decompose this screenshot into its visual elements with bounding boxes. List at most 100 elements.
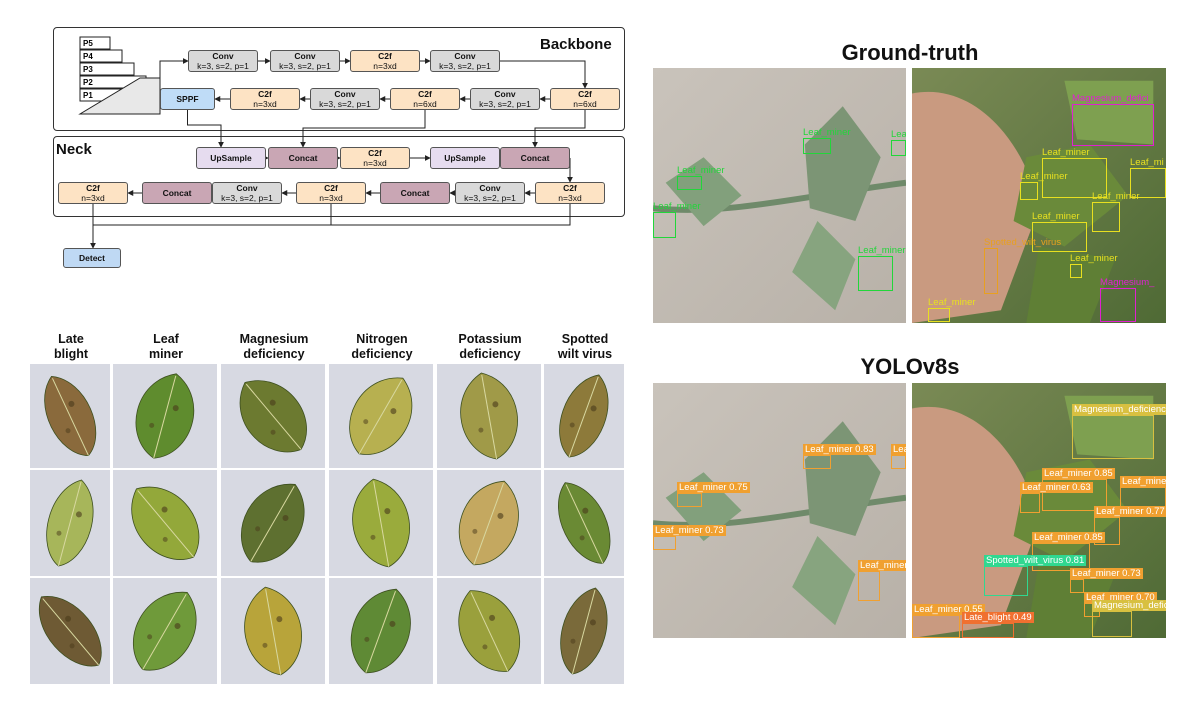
backbone-conv-block: Conv k=3, s=2, p=1 (430, 50, 500, 72)
block-name: Concat (288, 153, 318, 163)
leaf-photo (329, 578, 433, 684)
backbone-conv-block: Conv k=3, s=2, p=1 (188, 50, 258, 72)
box-label: Magnesium_deficiency (1072, 404, 1166, 415)
backbone-c2f-block: C2f n=6xd (390, 88, 460, 110)
box-label: Leaf_miner (858, 560, 906, 571)
bounding-box (677, 176, 702, 190)
pyramid-level-p3 (79, 62, 135, 76)
neck-upsample-block: UpSample (196, 147, 266, 169)
backbone-c2f-block: C2f n=3xd (230, 88, 300, 110)
bounding-box (891, 455, 906, 469)
bounding-box (1020, 182, 1038, 200)
block-name: Conv (454, 51, 476, 61)
backbone-conv-block: Conv k=3, s=2, p=1 (270, 50, 340, 72)
column-header: Late blight (53, 332, 88, 361)
box-label: Magnesium_defici (1092, 600, 1166, 611)
yolo-right-photo: Magnesium_deficiency Leaf_miner 0.85 Leaf_… (912, 383, 1166, 638)
leaf-image (221, 578, 325, 684)
bounding-box (1072, 104, 1154, 146)
block-param: k=3, s=2, p=1 (319, 99, 371, 109)
leaf-photo (221, 578, 325, 684)
block-name: Conv (334, 89, 356, 99)
box-label: Leaf_miner (1042, 147, 1090, 158)
box-label: Lea (891, 129, 906, 140)
column-header: Magnesium deficiency (239, 332, 309, 361)
yolo-left-photo: Leaf_miner 0.75 Leaf_miner 0.73 Leaf_miner… (653, 383, 906, 638)
block-name: C2f (378, 51, 392, 61)
bounding-box (653, 212, 676, 238)
column-header: Potassium deficiency (458, 332, 522, 361)
block-name: C2f (86, 183, 100, 193)
block-name: C2f (258, 89, 272, 99)
box-label: Leaf_miner (653, 201, 701, 212)
bounding-box (1042, 479, 1107, 511)
backbone-conv-block: Conv k=3, s=2, p=1 (470, 88, 540, 110)
leaf-photo (437, 364, 541, 468)
column-header: Nitrogen deficiency (351, 332, 413, 361)
bounding-box (677, 493, 702, 507)
block-name: C2f (418, 89, 432, 99)
block-name: Conv (479, 183, 501, 193)
leaf-image (221, 470, 325, 576)
box-label: Leaf_miner (1092, 191, 1140, 202)
leaf-image (30, 578, 110, 684)
bounding-box (1130, 168, 1166, 198)
block-name: C2f (563, 183, 577, 193)
block-param: n=3xd (81, 193, 105, 203)
box-label: Spotted_wilt_virus (984, 237, 1062, 248)
leaf-photo (329, 364, 433, 468)
backbone-c2f-block: C2f n=3xd (350, 50, 420, 72)
leaf-image (329, 578, 433, 684)
leaf-image (113, 578, 217, 684)
box-label: Leaf_miner (803, 127, 851, 138)
box-label: Leaf_miner (858, 245, 906, 256)
bounding-box (928, 308, 950, 322)
block-name: Detect (79, 253, 105, 263)
block-name: Conv (294, 51, 316, 61)
box-label: Leaf_miner 0.73 (653, 525, 726, 536)
neck-upsample-block: UpSample (430, 147, 500, 169)
bounding-box (1020, 493, 1040, 513)
box-label: Spotted_wilt_virus 0.81 (984, 555, 1087, 566)
box-label: Leaf_miner (1070, 253, 1118, 264)
bounding-box (891, 140, 906, 156)
leaf-photo (544, 470, 624, 576)
bounding-box (1072, 415, 1154, 459)
bounding-box (1042, 158, 1107, 198)
block-name: C2f (368, 148, 382, 158)
bounding-box (984, 248, 998, 294)
bounding-box (1070, 579, 1084, 593)
block-param: k=3, s=2, p=1 (464, 193, 516, 203)
bounding-box (858, 256, 893, 291)
leaf-photo (544, 578, 624, 684)
ground-truth-title: Ground-truth (841, 40, 979, 65)
block-name: Conv (494, 89, 516, 99)
connector-arrow (159, 58, 189, 78)
leaf-photo (30, 578, 110, 684)
neck-c2f-block: C2f n=3xd (296, 182, 366, 204)
column-header: Leaf miner (148, 332, 184, 361)
pyramid-label: P5 (83, 39, 93, 48)
bounding-box (1092, 611, 1132, 637)
yolo-title: YOLOv8s (860, 354, 960, 379)
connector-arrow (331, 204, 571, 226)
pyramid-level-p5 (79, 36, 111, 50)
box-label: Leaf_miner 0.77 (1094, 506, 1166, 517)
block-param: k=3, s=2, p=1 (439, 61, 491, 71)
box-label: Leaf_mi (1130, 157, 1164, 168)
neck-concat-block: Concat (268, 147, 338, 169)
block-param: n=3xd (253, 99, 277, 109)
leaf-photo (221, 364, 325, 468)
neck-concat-block: Concat (142, 182, 212, 204)
neck-title: Neck (56, 141, 92, 158)
leaf-photo (544, 364, 624, 468)
input-pyramid: P5 P4 P3 P2 P1 (78, 36, 161, 115)
box-label: Leaf_miner 0.63 (1020, 482, 1093, 493)
bounding-box (912, 615, 960, 638)
box-label: Leaf_miner 0.85 (1032, 532, 1105, 543)
block-name: SPPF (176, 94, 199, 104)
leaf-photo (437, 470, 541, 576)
bounding-box (962, 623, 1014, 638)
box-label: Leaf_miner 0.70 (1084, 592, 1157, 603)
neck-concat-block: Concat (500, 147, 570, 169)
